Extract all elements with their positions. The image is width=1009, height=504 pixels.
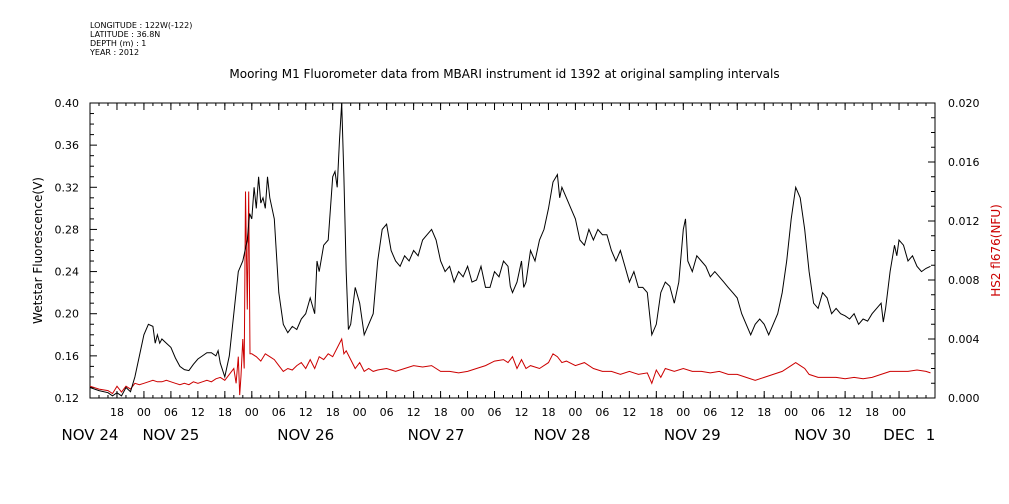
y-right-tick-label: 0.000	[948, 392, 980, 405]
y-left-tick-label: 0.40	[55, 97, 80, 110]
x-hour-tick-label: 12	[191, 406, 205, 419]
x-hour-tick-label: 00	[568, 406, 582, 419]
x-hour-tick-label: 18	[541, 406, 555, 419]
x-date-label: DEC	[883, 426, 915, 444]
y-right-tick-label: 0.008	[948, 274, 980, 287]
x-date-label: NOV 27	[408, 426, 465, 444]
x-hour-tick-label: 06	[164, 406, 178, 419]
x-hour-tick-label: 12	[730, 406, 744, 419]
y-left-tick-label: 0.28	[55, 223, 80, 236]
x-hour-tick-label: 18	[649, 406, 663, 419]
x-hour-tick-label: 06	[380, 406, 394, 419]
x-hour-tick-label: 18	[110, 406, 124, 419]
x-date-label: NOV 30	[794, 426, 851, 444]
axis-labels: 18 00 06 12 18 00 06 12 18 00 06 12 18 00 06 12 18 00 06 12…	[31, 97, 1003, 444]
axis-ticks	[90, 102, 935, 399]
y-left-tick-label: 0.12	[55, 392, 80, 405]
y-left-tick-label: 0.36	[55, 139, 80, 152]
x-hour-tick-label: 00	[784, 406, 798, 419]
y-right-axis-label: HS2 fl676(NFU)	[989, 204, 1003, 297]
x-date-label: 1	[926, 426, 936, 444]
x-hour-tick-label: 18	[865, 406, 879, 419]
x-hour-tick-label: 12	[514, 406, 528, 419]
x-date-label: NOV 24	[62, 426, 119, 444]
x-hour-tick-label: 12	[622, 406, 636, 419]
latitude-text: LATITUDE : 36.8N	[90, 30, 161, 39]
y-left-tick-label: 0.20	[55, 308, 80, 321]
x-date-label: NOV 28	[533, 426, 590, 444]
x-hour-tick-label: 06	[595, 406, 609, 419]
x-hour-tick-label: 12	[299, 406, 313, 419]
x-hour-tick-label: 00	[676, 406, 690, 419]
y-right-tick-label: 0.004	[948, 333, 980, 346]
series-wetstar-line	[89, 102, 931, 397]
x-hour-tick-label: 00	[137, 406, 151, 419]
chart-title: Mooring M1 Fluorometer data from MBARI i…	[229, 67, 780, 81]
y-right-tick-label: 0.020	[948, 97, 980, 110]
y-right-tick-label: 0.012	[948, 215, 980, 228]
longitude-text: LONGITUDE : 122W(-122)	[90, 21, 193, 30]
y-left-tick-label: 0.32	[55, 181, 80, 194]
metadata-block: LONGITUDE : 122W(-122) LATITUDE : 36.8N …	[90, 21, 192, 57]
y-left-axis-label: Wetstar Fluorescence(V)	[31, 177, 45, 324]
series-group	[89, 102, 931, 397]
y-left-tick-label: 0.24	[55, 266, 80, 279]
x-hour-tick-label: 06	[488, 406, 502, 419]
depth-text: DEPTH (m) : 1	[90, 39, 147, 48]
x-hour-tick-label: 18	[326, 406, 340, 419]
y-right-tick-label: 0.016	[948, 156, 980, 169]
year-text: YEAR : 2012	[90, 48, 140, 57]
x-hour-tick-label: 06	[703, 406, 717, 419]
y-left-tick-label: 0.16	[55, 350, 80, 363]
x-hour-tick-label: 12	[838, 406, 852, 419]
x-date-label: NOV 25	[142, 426, 199, 444]
x-hour-tick-label: 18	[434, 406, 448, 419]
x-hour-tick-label: 00	[892, 406, 906, 419]
series-hs2-line	[89, 191, 931, 396]
x-date-label: NOV 29	[664, 426, 721, 444]
x-hour-tick-label: 06	[811, 406, 825, 419]
x-hour-tick-label: 00	[353, 406, 367, 419]
x-hour-tick-label: 06	[272, 406, 286, 419]
x-hour-tick-label: 12	[407, 406, 421, 419]
x-hour-tick-label: 00	[245, 406, 259, 419]
x-hour-tick-label: 18	[218, 406, 232, 419]
x-date-label: NOV 26	[277, 426, 334, 444]
x-hour-tick-label: 18	[757, 406, 771, 419]
x-hour-tick-label: 00	[461, 406, 475, 419]
